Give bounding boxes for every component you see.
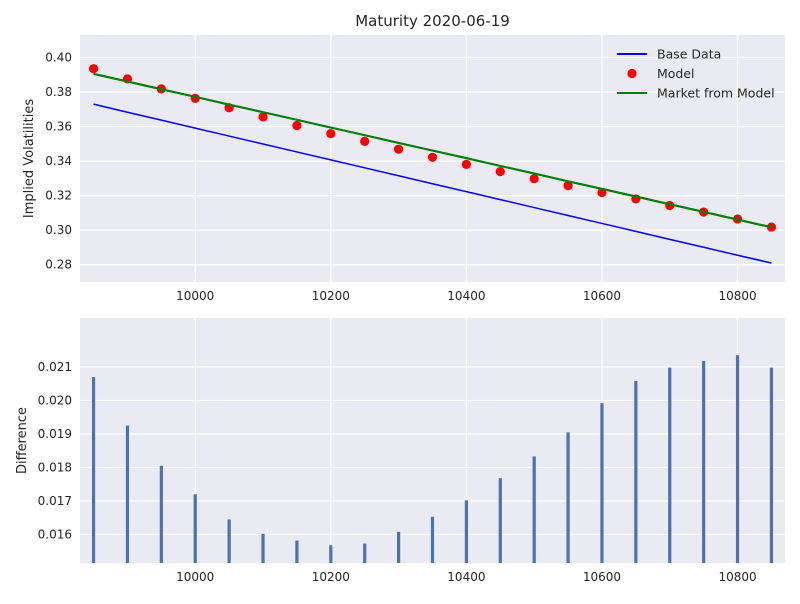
y-axis-title: Implied Volatilities	[22, 99, 37, 218]
y-tick-label: 0.36	[45, 120, 72, 134]
bar	[125, 425, 130, 563]
bar	[769, 367, 774, 563]
bar	[532, 456, 536, 563]
x-tick-label: 10800	[718, 289, 756, 303]
bar	[397, 531, 401, 563]
bar	[159, 465, 163, 563]
bar	[295, 540, 299, 563]
data-point	[360, 136, 370, 146]
bar	[261, 533, 265, 563]
y-tick-label: 0.38	[45, 85, 72, 99]
data-point	[495, 167, 505, 177]
y-axis-title: Difference	[15, 407, 30, 474]
data-point	[563, 181, 573, 191]
legend-entry-label: Base Data	[657, 47, 721, 62]
x-tick-label: 10000	[176, 570, 214, 584]
y-tick-label: 0.28	[45, 258, 72, 272]
legend-marker-swatch	[627, 68, 637, 79]
bar	[498, 478, 502, 563]
bar	[363, 543, 367, 563]
chart-panel-2: 10000 10200 10400 10600 10800 0.016 0.017 0.018…	[15, 318, 785, 584]
y-tick-label: 0.021	[38, 360, 72, 374]
bar	[735, 355, 740, 563]
y-tick-label: 0.018	[38, 460, 72, 474]
series-line-overlay	[93, 72, 772, 229]
legend-entry-label: Model	[657, 66, 695, 81]
legend: Base Data Model Market from Model	[617, 47, 775, 101]
y-tick-label: 0.30	[45, 223, 72, 237]
data-point	[529, 174, 539, 184]
bar	[227, 519, 231, 563]
bar	[430, 516, 435, 563]
bar	[668, 367, 672, 563]
data-point	[326, 129, 336, 139]
x-tick-label: 10400	[447, 289, 485, 303]
chart-panel-1: 10000 10200 10400 10600 10800 0.28 0.30 0.32 0.3…	[22, 12, 785, 303]
data-point	[427, 152, 438, 162]
x-tick-label: 10600	[583, 289, 621, 303]
y-tick-label: 0.40	[45, 50, 72, 64]
bar	[464, 500, 468, 563]
data-point	[461, 159, 471, 169]
y-tick-label: 0.016	[38, 528, 72, 542]
x-tick-label: 10600	[583, 570, 621, 584]
data-point	[394, 144, 404, 154]
x-tick-label: 10800	[718, 570, 756, 584]
y-tick-label: 0.32	[45, 189, 72, 203]
y-tick-label: 0.019	[38, 427, 72, 441]
y-tick-label: 0.017	[38, 494, 72, 508]
x-tick-label: 10400	[447, 570, 485, 584]
bar	[600, 403, 604, 563]
data-point	[292, 120, 302, 131]
x-tick-label: 10000	[176, 289, 214, 303]
data-point	[88, 64, 99, 74]
x-tick-label: 10200	[312, 570, 350, 584]
bar	[702, 360, 706, 563]
legend-entry-label: Market from Model	[657, 86, 775, 101]
chart-title: Maturity 2020-06-19	[355, 12, 510, 30]
y-tick-label: 0.020	[38, 393, 72, 407]
bar	[566, 432, 570, 563]
x-tick-label: 10200	[312, 289, 350, 303]
data-point	[258, 112, 268, 122]
bar	[329, 545, 333, 563]
series-line-1	[93, 103, 772, 264]
bar	[634, 381, 638, 563]
y-tick-label: 0.34	[45, 154, 72, 168]
bar	[193, 494, 197, 563]
bar	[91, 376, 96, 563]
